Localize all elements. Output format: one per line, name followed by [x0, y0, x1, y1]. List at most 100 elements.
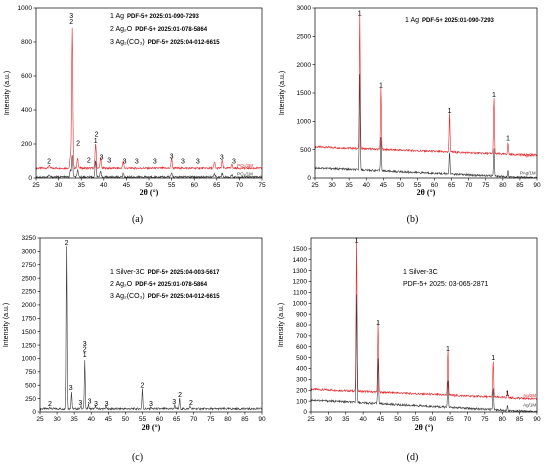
legend-ref-a-1: PDF-5+ 2025:01-078-5864 — [135, 27, 208, 33]
peak-label-a-8: 3 — [107, 158, 111, 165]
plot-frame-c — [39, 237, 263, 413]
y-tick-label-d-14: 1400 — [293, 257, 308, 264]
series-line-a-1 — [35, 154, 263, 180]
peak-label-a-7: 3 — [100, 154, 104, 161]
y-axis-title-d: Intensity (a.u.) — [278, 303, 285, 347]
x-tick-label-c-2: 35 — [71, 416, 79, 423]
peak-label-c-1: 2 — [65, 240, 69, 247]
legend-entry-b-0: 1 Ag PDF-5+ 2025:01-090-7293 — [405, 17, 495, 24]
peak-label-c-6: 3 — [83, 341, 87, 348]
caption-a: (a) — [131, 214, 144, 225]
peak-label-a-2: 3 — [69, 13, 73, 20]
y-tick-label-c-3: 750 — [25, 369, 36, 376]
x-tick-label-a-2: 35 — [78, 182, 86, 189]
legend-name-c-0: 1 Silver-3C — [110, 269, 145, 276]
x-axis-title-d: 2θ (°) — [415, 423, 434, 432]
y-tick-label-c-6: 1500 — [22, 329, 37, 336]
series-label-a-0: PO₂/2M — [237, 163, 253, 168]
x-tick-label-d-6: 55 — [412, 416, 420, 423]
x-tick-label-a-1: 30 — [55, 182, 63, 189]
x-axis-title-a: 2θ (°) — [140, 188, 159, 197]
y-tick-label-c-12: 3000 — [22, 249, 37, 256]
x-tick-label-b-6: 55 — [414, 182, 422, 189]
peak-label-c-8: 3 — [94, 401, 98, 408]
y-tick-label-d-6: 600 — [296, 344, 307, 351]
y-tick-label-a-0: 0 — [28, 175, 32, 182]
legend-entry-a-2: 3 Ag₂(CO₃) PDF-5+ 2025:04-012-6615 — [110, 39, 220, 46]
y-tick-label-c-11: 2750 — [22, 262, 37, 269]
x-tick-label-a-9: 70 — [236, 182, 244, 189]
y-tick-label-c-8: 2000 — [22, 302, 37, 309]
series-label-b-0: PAg/2M — [520, 152, 536, 157]
y-axis-title-c: Intensity (a.u.) — [3, 303, 10, 347]
peak-label-a-6: 2 — [95, 131, 99, 138]
peak-label-b-1: 1 — [379, 82, 383, 89]
legend-ref-c-2: PDF-5+ 2025:04-012-6615 — [148, 294, 221, 300]
y-tick-label-d-13: 1300 — [293, 268, 308, 275]
x-tick-label-b-12: 85 — [516, 182, 524, 189]
peak-label-a-10: 3 — [135, 159, 139, 166]
plot-frame-d — [310, 237, 538, 413]
x-tick-label-d-7: 60 — [429, 416, 437, 423]
peak-label-c-0: 2 — [48, 401, 52, 408]
plot-frame-b — [314, 7, 538, 179]
peak-label-b-3: 1 — [492, 92, 496, 99]
legend-name-c-2: 3 Ag₂(CO₃) — [110, 293, 145, 300]
peak-label-b-0: 1 — [358, 10, 362, 17]
x-tick-label-d-2: 35 — [342, 416, 350, 423]
series-line-d-0 — [310, 238, 538, 401]
caption-d: (d) — [406, 452, 419, 463]
y-tick-label-d-1: 100 — [296, 398, 307, 405]
peak-label-c-11: 3 — [149, 401, 153, 408]
x-axis-title-b: 2θ (°) — [417, 188, 436, 197]
panel-b: 25 30 35 40 45 50 55 60 65 70 75 80 85 90 0 500 1000 1500… — [275, 0, 550, 232]
x-tick-label-d-9: 70 — [464, 416, 472, 423]
y-tick-label-c-9: 2250 — [22, 289, 37, 296]
series-label-a-1: PO₂/1M — [237, 171, 253, 176]
legend-ref-b-0: PDF-5+ 2025:01-090-7293 — [422, 18, 495, 24]
y-tick-label-d-5: 500 — [296, 355, 307, 362]
y-axis-title-b: Intensity (a.u.) — [279, 71, 286, 115]
x-tick-label-c-12: 85 — [241, 416, 249, 423]
series-label-d-0: Ag/2M — [523, 393, 536, 398]
legend-entry-a-0: 1 Ag PDF-5+ 2025:01-090-7293 — [110, 13, 200, 20]
peak-label-c-3: 3 — [78, 400, 82, 407]
peak-label-c-12: 3 — [172, 399, 176, 406]
y-tick-label-c-0: 0 — [32, 409, 36, 416]
peak-label-a-15: 3 — [220, 154, 224, 161]
x-tick-label-c-6: 55 — [139, 416, 147, 423]
y-tick-label-c-7: 1750 — [22, 316, 37, 323]
x-tick-label-c-0: 25 — [36, 416, 44, 423]
peak-label-a-3: 2 — [76, 141, 80, 148]
peak-label-d-0: 1 — [355, 237, 359, 244]
peak-label-b-4: 1 — [506, 136, 510, 143]
y-tick-label-c-2: 500 — [25, 382, 36, 389]
peak-label-c-2: 3 — [69, 385, 73, 392]
peak-label-c-10: 2 — [141, 382, 145, 389]
plot-frame-a — [35, 7, 263, 179]
legend-name-a-2: 3 Ag₂(CO₃) — [110, 39, 145, 46]
peak-label-c-13: 2 — [178, 392, 182, 399]
x-tick-label-a-4: 45 — [123, 182, 131, 189]
x-axis-title-c: 2θ (°) — [142, 423, 161, 432]
y-tick-label-b-0: 0 — [307, 175, 311, 182]
x-tick-label-d-5: 50 — [394, 416, 402, 423]
legend-name-a-0: 1 Ag — [110, 13, 124, 20]
chart-b: 25 30 35 40 45 50 55 60 65 70 75 80 85 90 0 500 1000 1500… — [279, 5, 541, 197]
legend-entry-d-1: PDF-5+ 2025: 03-065-2871 — [403, 281, 489, 288]
series-line-d-1 — [310, 294, 538, 413]
y-tick-label-a-2: 400 — [21, 107, 32, 114]
x-tick-label-d-4: 45 — [377, 416, 385, 423]
legend-name-a-1: 2 Ag₂O — [110, 26, 133, 33]
x-tick-label-c-9: 70 — [190, 416, 198, 423]
series-label-d-1: Ag/1M — [523, 403, 536, 408]
chart-c: 25 30 35 40 45 50 55 60 65 70 75 80 85 90 0 250 500 750 10… — [3, 235, 266, 432]
panel-c: 25 30 35 40 45 50 55 60 65 70 75 80 85 90 0 250 500 750 10… — [0, 232, 275, 464]
y-tick-label-c-10: 2500 — [22, 275, 37, 282]
panel-d: 25 30 35 40 45 50 55 60 65 70 75 80 85 90 0 100 200 300 40… — [275, 232, 550, 464]
caption-b: (b) — [406, 214, 419, 225]
peak-label-a-13: 3 — [181, 159, 185, 166]
y-tick-label-b-3: 1500 — [297, 90, 312, 97]
legend-entry-d-0: 1 Silver-3C — [403, 269, 438, 276]
x-tick-label-b-0: 25 — [311, 182, 319, 189]
